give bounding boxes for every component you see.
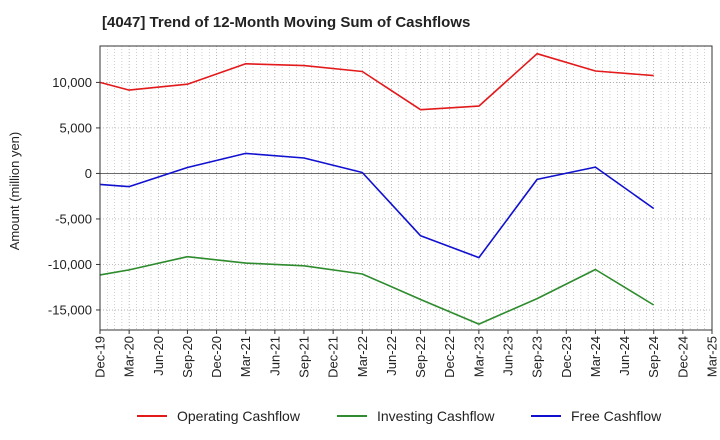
x-tick-label: Dec-21 bbox=[326, 336, 341, 378]
x-tick-label: Jun-24 bbox=[617, 336, 632, 376]
y-tick-label: 0 bbox=[85, 166, 92, 181]
x-tick-label: Mar-21 bbox=[238, 336, 253, 377]
legend-swatch-investing bbox=[337, 415, 367, 417]
legend-item-free: Free Cashflow bbox=[531, 405, 661, 427]
x-tick-label: Dec-24 bbox=[675, 336, 690, 378]
y-axis-title: Amount (million yen) bbox=[7, 132, 22, 251]
x-tick-label: Sep-20 bbox=[180, 336, 195, 378]
x-tick-label: Sep-22 bbox=[413, 336, 428, 378]
series-line-operating-cashflow bbox=[99, 52, 654, 111]
x-tick-label: Sep-23 bbox=[530, 336, 545, 378]
x-tick-label: Jun-23 bbox=[501, 336, 516, 376]
legend-swatch-free bbox=[531, 415, 561, 417]
x-tick-label: Mar-25 bbox=[705, 336, 720, 377]
x-tick-label: Dec-22 bbox=[442, 336, 457, 378]
y-tick-label: 5,000 bbox=[59, 120, 92, 135]
x-tick-label: Dec-20 bbox=[209, 336, 224, 378]
legend-label-investing: Investing Cashflow bbox=[377, 408, 495, 424]
legend-swatch-operating bbox=[137, 415, 167, 417]
x-tick-label: Mar-23 bbox=[471, 336, 486, 377]
plot-frame bbox=[99, 45, 713, 331]
series-line-free-cashflow bbox=[99, 152, 655, 259]
y-tick-label: -10,000 bbox=[48, 257, 92, 272]
y-tick-label: 10,000 bbox=[52, 75, 92, 90]
x-tick-label: Jun-21 bbox=[267, 336, 282, 376]
chart-title: [4047] Trend of 12-Month Moving Sum of C… bbox=[102, 14, 471, 31]
x-tick-label: Sep-24 bbox=[646, 336, 661, 378]
x-tick-label: Jun-22 bbox=[384, 336, 399, 376]
x-tick-label: Mar-24 bbox=[588, 336, 603, 377]
y-tick-label: -5,000 bbox=[55, 211, 92, 226]
y-tick-label: -15,000 bbox=[48, 302, 92, 317]
legend-label-free: Free Cashflow bbox=[571, 408, 662, 424]
legend-label-operating: Operating Cashflow bbox=[177, 408, 300, 424]
x-tick-label: Mar-22 bbox=[355, 336, 370, 377]
x-tick-label: Jun-20 bbox=[151, 336, 166, 376]
legend: Operating Cashflow Investing Cashflow Fr… bbox=[0, 405, 720, 427]
legend-item-operating: Operating Cashflow bbox=[137, 405, 300, 427]
series-line-investing-cashflow bbox=[99, 255, 655, 325]
x-tick-label: Sep-21 bbox=[297, 336, 312, 378]
x-tick-label: Dec-23 bbox=[559, 336, 574, 378]
x-tick-label: Dec-19 bbox=[93, 336, 108, 378]
chart-plot: 10,000 5,000 0 -5,000 -10,000 -15,000 Dec-19 M… bbox=[7, 45, 720, 378]
x-tick-label: Mar-20 bbox=[122, 336, 137, 377]
legend-item-investing: Investing Cashflow bbox=[337, 405, 495, 427]
